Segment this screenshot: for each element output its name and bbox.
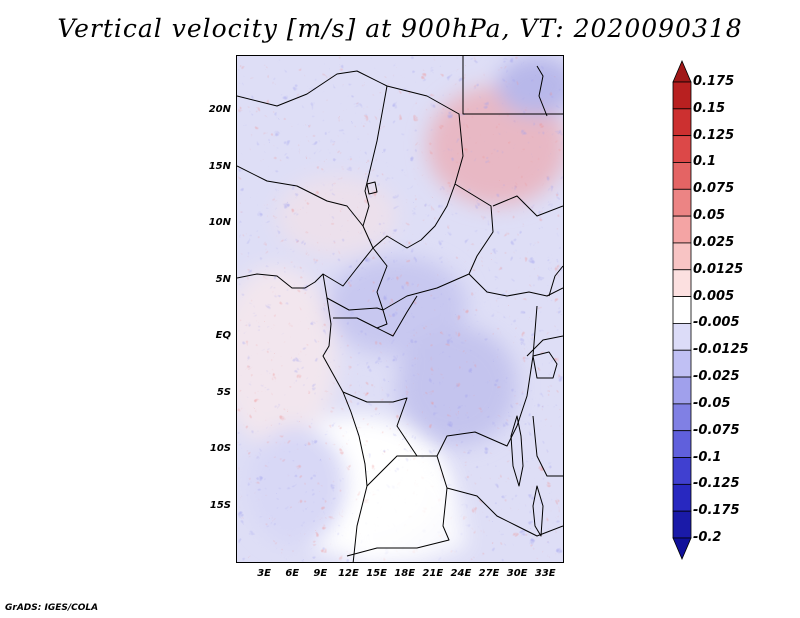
lat-tick-label: 10N <box>208 217 231 229</box>
colorbar-cell <box>672 269 692 297</box>
lat-tick-label: 20N <box>208 104 231 116</box>
border-angola-zambia <box>346 455 450 557</box>
colorbar-label: 0.05 <box>693 208 726 224</box>
lat-tick-label: 5S <box>216 386 231 398</box>
colorbar-cell <box>672 188 692 217</box>
border-cameroon-gabon <box>326 297 388 329</box>
border-drc <box>342 305 538 457</box>
lat-tick-label: 5N <box>215 273 231 285</box>
lon-tick-label: 6E <box>285 568 300 579</box>
lon-tick-label: 9E <box>313 568 328 579</box>
border-sudan-ethiopia <box>492 195 563 217</box>
border-nigeria <box>237 165 374 287</box>
colorbar-label: 0.075 <box>693 181 735 197</box>
colorbar-label: -0.075 <box>693 422 740 438</box>
colorbar-cell <box>672 323 692 351</box>
footer-credit: GrADS: IGES/COLA <box>5 603 99 613</box>
chart-title: Vertical velocity [m/s] at 900hPa, VT: 2… <box>57 14 743 43</box>
map-canvas <box>237 56 563 562</box>
colorbar-cell <box>672 510 692 539</box>
border-car <box>372 183 494 311</box>
colorbar-cell <box>672 349 692 378</box>
colorbar-label: 0.0125 <box>693 261 744 277</box>
colorbar-cell <box>672 403 692 432</box>
colorbar-cell <box>672 483 692 512</box>
border-great-lakes <box>526 335 563 477</box>
border-chad-sudan <box>372 183 456 249</box>
colorbar-label: -0.2 <box>693 530 722 545</box>
lon-tick-label: 33E <box>534 568 556 579</box>
colorbar-cell <box>672 215 692 244</box>
lon-tick-label: 3E <box>257 568 271 579</box>
lat-tick-label: 10S <box>209 443 231 455</box>
border-niger-chad <box>362 85 388 227</box>
colorbar-cell <box>672 162 692 190</box>
nile-river <box>536 65 548 117</box>
colorbar-label: 0.175 <box>693 74 735 89</box>
lon-tick-label: 30E <box>506 568 528 579</box>
colorbar-cell <box>672 376 692 405</box>
border-libya-sudan <box>462 56 563 115</box>
colorbar-label: 0.005 <box>693 288 735 304</box>
map-panel <box>236 55 564 563</box>
colorbar-min-arrow <box>672 537 692 560</box>
colorbar-label: 0.15 <box>693 100 726 116</box>
lat-tick-label: 15N <box>208 160 231 172</box>
colorbar-cell <box>672 135 692 163</box>
colorbar-cell <box>672 296 692 324</box>
border-ethiopia <box>548 265 563 297</box>
colorbar-cell <box>672 108 692 137</box>
lake-malawi <box>532 485 544 537</box>
border-sahel <box>237 70 464 185</box>
colorbar-label: 0.025 <box>693 234 735 250</box>
colorbar-label: -0.005 <box>693 315 740 331</box>
colorbar-label: 0.1 <box>693 154 717 170</box>
lat-tick-label: 15S <box>209 499 231 511</box>
lon-tick-label: 27E <box>478 568 500 579</box>
colorbar-label: -0.1 <box>693 449 722 465</box>
coastline-gulf-of-guinea <box>237 273 368 562</box>
colorbar-cell <box>672 430 692 458</box>
colorbar-label: 0.125 <box>693 127 735 143</box>
lon-tick-label: 21E <box>422 568 444 579</box>
lon-tick-label: 12E <box>338 568 359 579</box>
colorbar-label: -0.05 <box>693 395 731 411</box>
lat-tick-label: EQ <box>215 330 231 342</box>
colorbar-label: -0.175 <box>693 503 740 519</box>
colorbar-cell <box>672 457 692 485</box>
lake-victoria <box>532 351 558 379</box>
colorbar-label: -0.125 <box>693 476 740 492</box>
colorbar-label: -0.025 <box>693 369 740 385</box>
colorbar-cell <box>672 242 692 271</box>
field-calm-area <box>347 456 467 562</box>
colorbar-cell <box>672 81 692 110</box>
border-congo <box>376 295 418 337</box>
map-borders <box>237 56 563 562</box>
lon-tick-label: 15E <box>366 568 387 579</box>
lake-chad <box>366 181 378 195</box>
colorbar <box>672 60 692 560</box>
lon-tick-label: 24E <box>450 568 472 579</box>
lon-tick-label: 18E <box>394 568 416 579</box>
lake-tanganyika <box>510 415 524 487</box>
colorbar-label: -0.0125 <box>693 342 749 358</box>
colorbar-max-arrow <box>672 60 692 83</box>
